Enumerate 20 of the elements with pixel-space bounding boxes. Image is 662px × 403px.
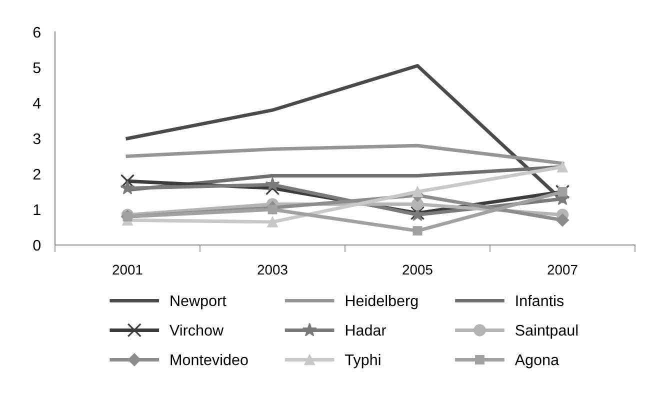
y-tick-label: 2 <box>33 168 40 180</box>
y-tick-label: 0 <box>33 240 41 251</box>
y-tick-label: 6 <box>33 26 40 38</box>
y-tick-label: 5 <box>33 62 40 74</box>
legend-label: Saintpaul <box>516 324 578 339</box>
x-tick-label: 2003 <box>258 264 288 275</box>
x-tick-label: 2005 <box>402 264 432 275</box>
legend-label: Infantis <box>516 294 564 306</box>
x-tick-label: 2001 <box>112 264 142 275</box>
legend-label: Typhi <box>345 354 380 368</box>
legend-label: Heidelberg <box>346 294 418 310</box>
y-tick-label: 4 <box>32 98 41 109</box>
y-tick-label: 3 <box>33 133 40 144</box>
x-tick-label: 2007 <box>548 264 578 275</box>
legend-label: Agona <box>514 354 560 368</box>
legend-label: Newport <box>170 296 226 310</box>
legend-label: Montevideo <box>170 354 248 366</box>
legend-label: Hadar <box>346 324 386 336</box>
y-tick-label: 1 <box>34 204 40 216</box>
legend-label: Virchow <box>170 324 224 336</box>
